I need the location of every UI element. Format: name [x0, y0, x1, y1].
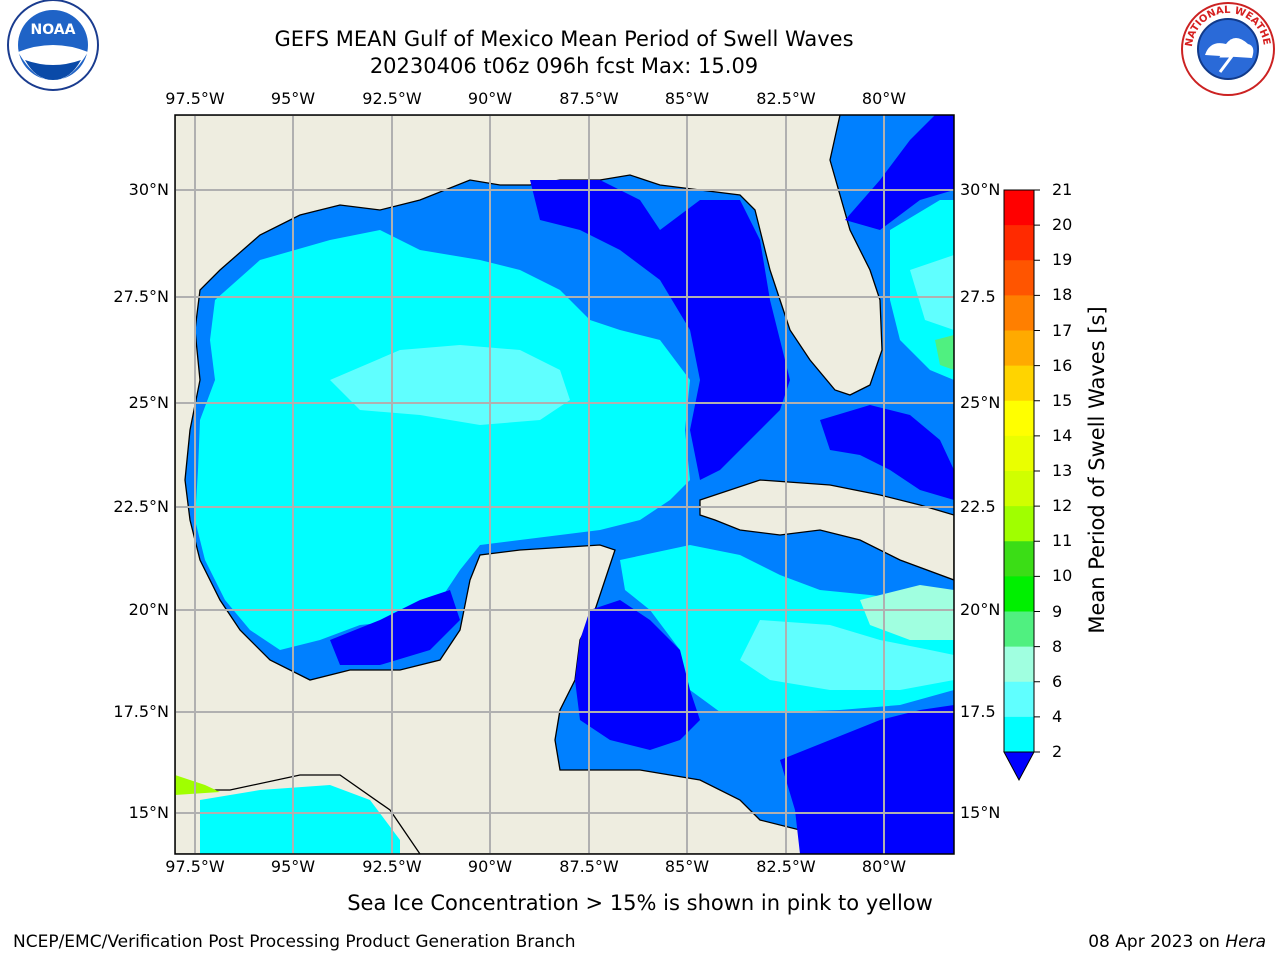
colorbar-tick-label: 11 [1052, 531, 1073, 551]
lat-label-left: 25°N [128, 393, 169, 412]
colorbar [1003, 189, 1040, 782]
footer-host: Hera [1225, 932, 1266, 952]
colorbar-band [1004, 400, 1034, 437]
colorbar-title: Mean Period of Swell Waves [s] [1085, 306, 1109, 634]
swell-field-light [330, 255, 954, 690]
colorbar-tick-label: 6 [1052, 671, 1063, 691]
lon-label-top: 92.5°W [362, 89, 422, 108]
colorbar-band [1004, 330, 1034, 367]
lon-label-top: 87.5°W [559, 89, 619, 108]
nws-logo: NATIONAL WEATHER SERVICE [0, 0, 1275, 96]
svg-text:NATIONAL WEATHER SERVICE: NATIONAL WEATHER SERVICE [0, 0, 1272, 47]
colorbar-tick-label: 8 [1052, 636, 1063, 656]
lat-label-right: 15°N [960, 803, 1001, 822]
colorbar-tick-label: 20 [1052, 215, 1073, 235]
lon-label-bottom: 85°W [664, 857, 710, 876]
footer-date-text: 08 Apr 2023 on [1088, 932, 1226, 952]
lat-label-right: 20°N [960, 600, 1001, 619]
colorbar-tick-label: 9 [1052, 601, 1063, 621]
map-panel [175, 115, 954, 854]
colorbar-tick-label: 19 [1052, 250, 1073, 270]
colorbar-band [1004, 646, 1034, 683]
colorbar-tick-label: 16 [1052, 355, 1073, 375]
lon-label-bottom: 92.5°W [362, 857, 422, 876]
colorbar-tick-label: 15 [1052, 390, 1073, 410]
lon-label-top: 80°W [861, 89, 907, 108]
colorbar-band [1004, 576, 1034, 612]
colorbar-band [1004, 190, 1034, 226]
lat-label-left: 20°N [128, 600, 169, 619]
noaa-logo: NOAA [7, 0, 99, 91]
lat-label-right: 22.5 [960, 497, 996, 516]
colorbar-extend-arrow [1003, 751, 1035, 782]
colorbar-band [1004, 435, 1034, 472]
colorbar-tick-label: 4 [1052, 706, 1063, 726]
lon-label-top: 95°W [270, 89, 316, 108]
lat-label-left: 22.5°N [113, 497, 169, 516]
colorbar-tick-label: 21 [1052, 180, 1073, 199]
graticule [175, 115, 954, 854]
lat-label-left: 27.5°N [113, 287, 169, 306]
colorbar-tick-label: 2 [1052, 742, 1063, 761]
colorbar-tick-label: 18 [1052, 285, 1073, 305]
map-frame [174, 114, 955, 855]
lat-label-right: 17.5 [960, 702, 996, 721]
footer-credit: NCEP/EMC/Verification Post Processing Pr… [13, 932, 576, 952]
swell-field-low [330, 115, 954, 854]
colorbar-tick-label: 10 [1052, 566, 1073, 586]
colorbar-band [1004, 681, 1034, 718]
colorbar-tick-label: 17 [1052, 320, 1073, 340]
swell-field-green [175, 335, 954, 795]
map-title: GEFS MEAN Gulf of Mexico Mean Period of … [274, 27, 854, 51]
lon-label-bottom: 87.5°W [559, 857, 619, 876]
colorbar-band [1004, 471, 1034, 507]
lon-label-bottom: 80°W [861, 857, 907, 876]
lon-label-top: 82.5°W [756, 89, 816, 108]
lon-label-bottom: 82.5°W [756, 857, 816, 876]
colorbar-band [1004, 225, 1034, 261]
lon-label-top: 97.5°W [165, 89, 225, 108]
colorbar-tick-label: 12 [1052, 496, 1073, 516]
colorbar-band [1004, 716, 1034, 753]
sea-ice-caption: Sea Ice Concentration > 15% is shown in … [347, 891, 933, 915]
lon-label-bottom: 90°W [467, 857, 513, 876]
lon-label-bottom: 95°W [270, 857, 316, 876]
colorbar-band [1004, 611, 1034, 648]
land-mass [175, 115, 954, 854]
colorbar-band [1004, 365, 1034, 402]
lat-label-left: 30°N [128, 180, 169, 199]
colorbar-band [1004, 506, 1034, 542]
lat-label-right: 27.5 [960, 287, 996, 306]
colorbar-band [1004, 260, 1034, 296]
colorbar-tick-label: 13 [1052, 461, 1073, 480]
lon-label-top: 85°W [664, 89, 710, 108]
lon-label-bottom: 97.5°W [165, 857, 225, 876]
colorbar-tick-label: 14 [1052, 425, 1073, 445]
lat-label-right: 30°N [960, 180, 1001, 199]
lat-label-left: 17.5°N [113, 702, 169, 721]
footer-date: 08 Apr 2023 on Hera [1088, 932, 1266, 952]
lat-label-right: 25°N [960, 393, 1001, 412]
colorbar-band [1004, 295, 1034, 331]
lat-label-left: 15°N [128, 803, 169, 822]
svg-text:NOAA: NOAA [31, 22, 76, 38]
lon-label-top: 90°W [467, 89, 513, 108]
colorbar-band [1004, 541, 1034, 577]
map-subtitle: 20230406 t06z 096h fcst Max: 15.09 [369, 54, 759, 78]
